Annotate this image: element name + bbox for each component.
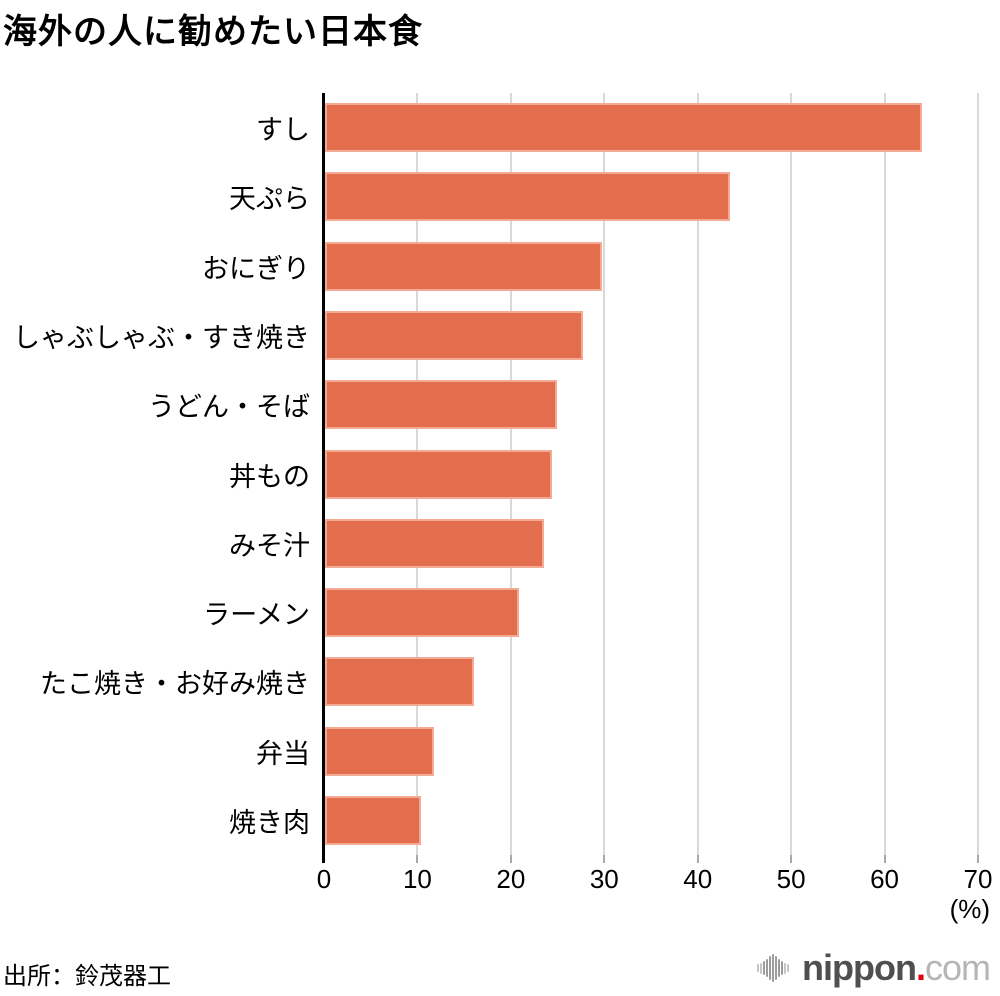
category-label: 弁当: [256, 738, 310, 769]
bar: [325, 657, 475, 707]
bar: [325, 449, 553, 499]
x-tick-label-30: 30: [589, 864, 619, 894]
x-axis-unit-label: (%): [949, 894, 990, 924]
bar: [325, 726, 435, 776]
gridline-40: [696, 93, 699, 855]
x-tick-60: [883, 855, 886, 863]
bar: [325, 795, 422, 845]
category-label: 天ぷら: [229, 184, 310, 215]
x-tick-50: [790, 855, 793, 863]
bar: [325, 588, 520, 638]
category-label: 焼き肉: [229, 807, 310, 838]
x-tick-20: [509, 855, 512, 863]
x-tick-label-50: 50: [776, 864, 806, 894]
gridline-60: [883, 93, 886, 855]
bar: [325, 518, 544, 568]
category-label: ラーメン: [203, 600, 310, 631]
bar: [325, 103, 922, 153]
category-label: おにぎり: [202, 253, 310, 284]
category-label: みそ汁: [229, 530, 310, 561]
bar: [325, 241, 602, 291]
category-label: すし: [256, 115, 310, 146]
gridline-70: [977, 93, 979, 855]
x-tick-label-60: 60: [870, 864, 900, 894]
source-note: 出所：鈴茂器工: [3, 963, 171, 990]
chart-title: 海外の人に勧めたい日本食: [3, 13, 423, 51]
gridline-30: [603, 93, 606, 855]
x-tick-label-0: 0: [316, 864, 332, 894]
x-tick-40: [696, 855, 699, 863]
x-tick-label-10: 10: [402, 864, 432, 894]
x-tick-70: [977, 855, 979, 863]
x-tick-10: [416, 855, 419, 863]
logo-text: nippon.com: [802, 947, 991, 988]
x-tick-label-20: 20: [496, 864, 526, 894]
x-tick-30: [603, 855, 606, 863]
bar: [325, 380, 557, 430]
gridline-50: [790, 93, 793, 855]
logo-name: nippon: [802, 947, 917, 988]
y-axis-line: [322, 93, 325, 863]
bar: [325, 172, 730, 222]
category-label: たこ焼き・お好み焼き: [40, 669, 310, 700]
category-label: しゃぶしゃぶ・すき焼き: [13, 322, 310, 353]
logo-tld: com: [924, 947, 991, 988]
nippon-com-logo: nippon.com: [757, 947, 991, 988]
logo-dot: .: [915, 947, 926, 988]
bar: [325, 310, 583, 360]
category-label: 丼もの: [229, 461, 310, 492]
x-tick-label-40: 40: [683, 864, 713, 894]
x-tick-label-70: 70: [963, 864, 993, 894]
category-label: うどん・そば: [148, 392, 310, 423]
soundwave-icon: [757, 953, 790, 983]
